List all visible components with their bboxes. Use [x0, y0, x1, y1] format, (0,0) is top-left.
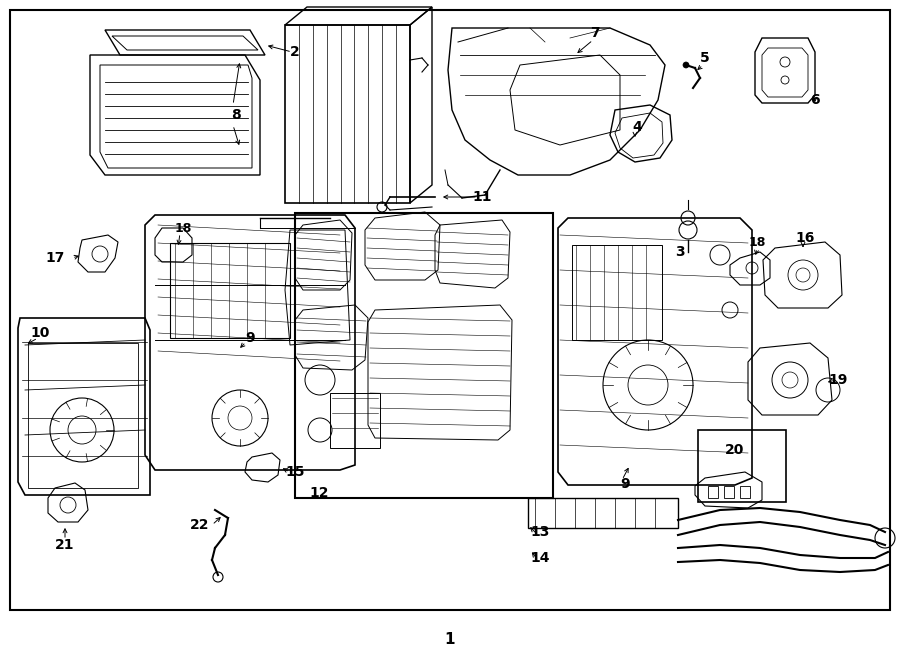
- Text: 8: 8: [231, 108, 241, 122]
- Bar: [528, 498, 678, 528]
- Text: 10: 10: [31, 326, 50, 340]
- Text: 19: 19: [828, 373, 848, 387]
- Circle shape: [683, 62, 689, 68]
- Text: 22: 22: [190, 518, 210, 532]
- Bar: [170, 243, 290, 338]
- Text: 12: 12: [310, 486, 328, 500]
- Bar: [330, 393, 380, 448]
- Text: 2: 2: [290, 45, 300, 59]
- Text: 9: 9: [620, 477, 630, 491]
- Text: 18: 18: [175, 222, 192, 234]
- Text: 4: 4: [632, 120, 642, 134]
- Bar: [295, 213, 553, 498]
- Text: 5: 5: [700, 51, 710, 65]
- Text: 16: 16: [796, 231, 814, 245]
- Text: 18: 18: [748, 236, 766, 248]
- Bar: [708, 486, 718, 498]
- Text: 14: 14: [530, 551, 550, 565]
- Text: 1: 1: [445, 632, 455, 647]
- Text: 6: 6: [810, 93, 820, 107]
- Text: 13: 13: [530, 525, 550, 539]
- Text: 21: 21: [55, 538, 75, 552]
- Bar: [724, 486, 734, 498]
- Text: 15: 15: [285, 465, 305, 479]
- Bar: [28, 343, 138, 488]
- Text: 17: 17: [45, 251, 65, 265]
- Bar: [572, 245, 662, 340]
- Text: 3: 3: [675, 245, 685, 259]
- Text: 20: 20: [725, 443, 744, 457]
- Bar: [740, 486, 750, 498]
- Bar: [285, 25, 410, 203]
- Bar: [698, 430, 786, 502]
- Text: 9: 9: [245, 331, 255, 345]
- Text: 11: 11: [472, 190, 491, 204]
- Text: 7: 7: [590, 26, 599, 40]
